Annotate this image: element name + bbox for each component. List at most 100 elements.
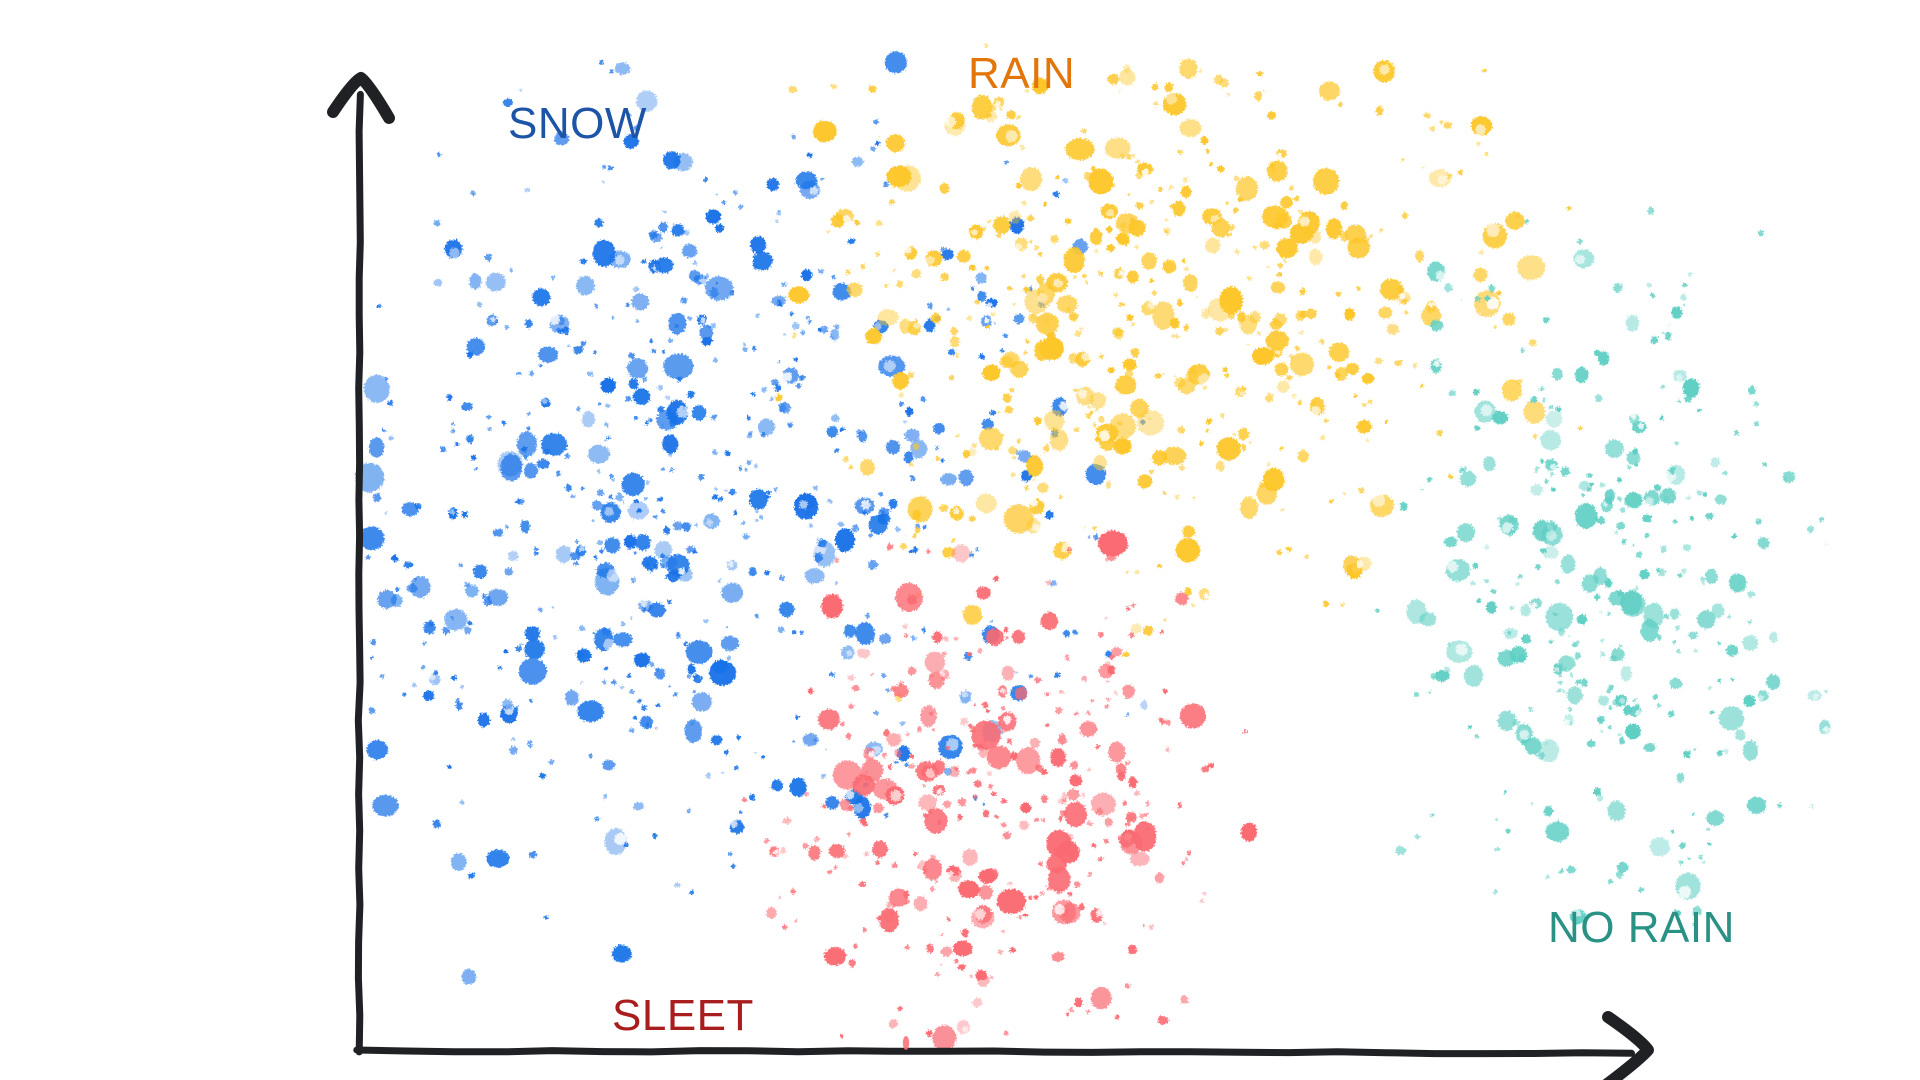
data-point xyxy=(358,526,385,551)
data-point xyxy=(982,364,1001,381)
data-point-highlight xyxy=(640,600,648,608)
data-point xyxy=(1130,603,1136,608)
data-point xyxy=(1157,564,1163,569)
data-point xyxy=(900,542,907,550)
data-point-speck xyxy=(1568,707,1573,712)
data-point xyxy=(773,487,778,493)
data-point xyxy=(422,641,427,645)
data-point xyxy=(1560,466,1571,476)
data-point xyxy=(1068,353,1079,364)
data-point xyxy=(1688,631,1699,639)
data-point-speck xyxy=(911,635,917,641)
data-point xyxy=(728,489,736,496)
data-point-speck xyxy=(1701,582,1706,586)
data-point-speck xyxy=(1039,891,1044,896)
data-point xyxy=(885,440,901,455)
data-point-highlight xyxy=(1399,292,1406,299)
data-point-speck xyxy=(969,974,974,979)
data-point xyxy=(1041,768,1048,776)
data-point xyxy=(654,257,674,274)
data-point xyxy=(538,607,543,613)
data-point-speck xyxy=(990,619,994,623)
data-point xyxy=(1718,706,1745,731)
data-point xyxy=(436,152,442,157)
data-point-highlight xyxy=(773,849,779,855)
data-point xyxy=(1045,691,1050,697)
data-point-speck xyxy=(1253,245,1257,250)
data-point xyxy=(651,349,657,354)
data-point xyxy=(1476,142,1481,146)
data-point xyxy=(1769,631,1778,643)
data-point xyxy=(1406,599,1427,625)
data-point xyxy=(1074,330,1082,337)
data-point xyxy=(1308,248,1323,266)
data-point xyxy=(539,772,546,780)
data-point-speck xyxy=(987,770,992,776)
data-point xyxy=(972,997,983,1008)
data-point xyxy=(1228,224,1235,231)
data-point xyxy=(518,498,525,505)
data-point xyxy=(1636,551,1643,558)
data-point-speck xyxy=(704,273,710,279)
data-point xyxy=(974,299,980,305)
data-point xyxy=(1050,747,1066,767)
data-point xyxy=(656,703,661,707)
data-point xyxy=(975,272,987,284)
data-point xyxy=(886,543,893,551)
data-point xyxy=(603,666,608,671)
data-point xyxy=(827,869,833,874)
data-point-speck xyxy=(519,88,523,92)
data-point xyxy=(924,808,948,834)
data-point xyxy=(1818,517,1825,522)
data-point xyxy=(812,738,818,743)
data-point xyxy=(1338,102,1343,108)
data-point-speck xyxy=(529,370,535,377)
data-point xyxy=(1141,252,1157,271)
data-point xyxy=(865,613,870,619)
data-point-speck xyxy=(1495,818,1498,822)
data-point-speck xyxy=(1343,492,1346,495)
data-point-speck xyxy=(860,264,866,270)
data-point xyxy=(665,395,670,401)
data-point xyxy=(1575,679,1582,686)
data-point xyxy=(1013,313,1025,324)
data-point xyxy=(929,711,934,716)
data-point xyxy=(1659,416,1664,421)
data-point xyxy=(879,908,899,933)
data-point xyxy=(782,924,788,930)
data-point xyxy=(1000,822,1007,828)
data-point xyxy=(907,496,933,523)
data-point xyxy=(509,746,518,755)
data-point-speck xyxy=(941,651,947,657)
data-point xyxy=(985,628,1004,646)
data-point xyxy=(993,216,1011,235)
data-point xyxy=(1015,747,1041,775)
data-point xyxy=(1679,860,1684,865)
data-point xyxy=(1318,81,1341,101)
data-point-speck xyxy=(1126,713,1130,717)
data-point xyxy=(859,459,875,476)
data-point xyxy=(442,627,450,635)
data-point xyxy=(917,726,923,732)
data-point xyxy=(1472,118,1476,123)
data-point-speck xyxy=(602,504,606,508)
data-point xyxy=(1046,579,1052,586)
data-point xyxy=(1473,267,1488,282)
data-point-highlight xyxy=(1553,667,1560,673)
data-point-speck xyxy=(1118,768,1121,771)
data-point xyxy=(904,429,920,442)
data-point xyxy=(1728,573,1747,593)
data-point xyxy=(1558,655,1576,671)
data-point xyxy=(1180,995,1189,1005)
data-point xyxy=(1004,405,1013,415)
data-point-speck xyxy=(604,439,607,442)
data-point xyxy=(1652,693,1659,700)
data-point-speck xyxy=(1533,469,1538,474)
data-point xyxy=(1569,672,1574,678)
data-point xyxy=(855,622,875,645)
cluster-no-rain xyxy=(1375,207,1831,926)
data-point xyxy=(868,533,873,538)
data-point-highlight xyxy=(1480,404,1493,417)
data-point xyxy=(691,692,712,712)
data-point-speck xyxy=(495,320,499,324)
